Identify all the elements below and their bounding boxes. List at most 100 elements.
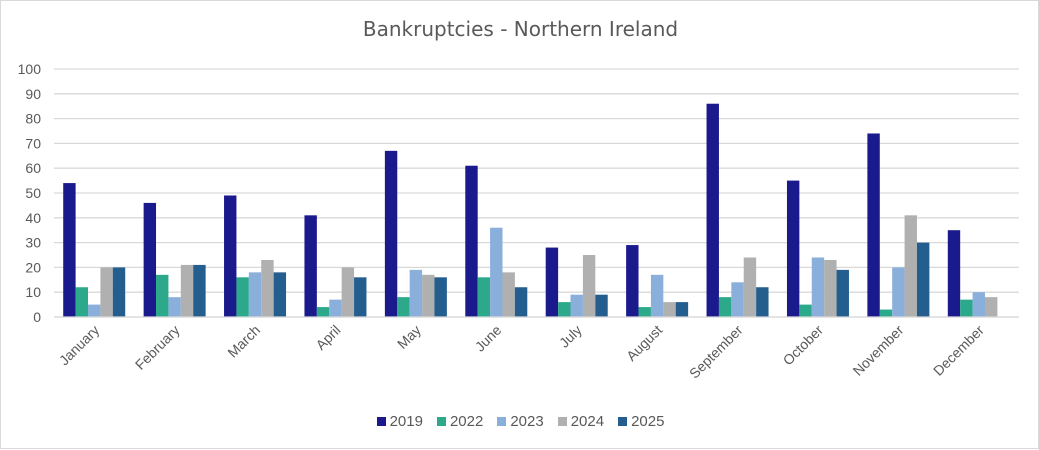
bar-2025-may: [434, 277, 447, 317]
bar-2023-august: [650, 274, 664, 317]
bar-2024-july: [582, 255, 596, 317]
y-tick-label: 0: [33, 309, 41, 325]
bar-2024-february: [180, 264, 194, 317]
bar-2023-february: [168, 297, 181, 317]
x-tick-label: May: [394, 322, 424, 352]
bar-2022-october: [799, 304, 812, 317]
bar-2019-june: [465, 165, 478, 317]
y-tick-label: 40: [25, 210, 41, 226]
bar-2022-august: [638, 307, 651, 317]
y-tick-label: 90: [25, 86, 41, 102]
legend-label: 2024: [570, 413, 605, 430]
x-tick-label: December: [930, 322, 987, 379]
legend-item-2022: 2022: [436, 413, 484, 430]
bar-2025-march: [273, 272, 287, 317]
bar-2024-august: [663, 302, 676, 317]
bar-2019-november: [867, 133, 880, 317]
bar-2022-september: [718, 297, 732, 317]
legend-swatch-icon: [497, 417, 507, 426]
legend-label: 2019: [389, 413, 423, 430]
legend-item-2019: 2019: [376, 413, 423, 430]
bar-2019-january: [63, 183, 76, 317]
bar-2022-january: [75, 287, 89, 317]
bar-2019-august: [626, 245, 639, 317]
y-tick-label: 80: [25, 111, 41, 127]
bar-2023-july: [570, 294, 583, 317]
x-tick-label: January: [56, 322, 103, 369]
bar-2022-february: [156, 274, 169, 317]
bar-2022-december: [960, 299, 973, 317]
bar-2023-march: [248, 272, 262, 317]
bar-2025-august: [675, 302, 689, 317]
bar-2019-october: [786, 180, 800, 317]
bar-2024-march: [261, 259, 274, 317]
bar-2024-december: [984, 297, 998, 317]
bar-2023-september: [731, 282, 744, 317]
bar-2023-december: [972, 292, 985, 317]
x-tick-label: July: [556, 322, 585, 351]
legend-label: 2022: [449, 413, 484, 430]
x-tick-label: September: [686, 322, 746, 382]
chart-legend: 2019 2022 2023 2024 2025: [1, 413, 1039, 430]
x-tick-label: April: [312, 322, 343, 353]
legend-label: 2023: [510, 413, 544, 430]
bar-2019-may: [384, 150, 398, 317]
bar-2019-july: [545, 247, 559, 317]
bar-2025-november: [916, 242, 930, 317]
x-tick-label: March: [224, 322, 263, 361]
bar-2023-october: [811, 257, 825, 317]
bar-2025-february: [193, 264, 206, 317]
legend-item-2023: 2023: [497, 413, 544, 430]
bar-2022-april: [316, 307, 330, 317]
legend-item-2024: 2024: [557, 413, 605, 430]
bar-2022-march: [236, 277, 249, 317]
y-tick-label: 70: [25, 135, 41, 151]
bar-2019-april: [304, 215, 317, 317]
bar-2025-september: [756, 287, 769, 317]
bar-2022-july: [558, 302, 571, 317]
legend-item-2025: 2025: [618, 413, 664, 430]
legend-label: 2025: [631, 413, 665, 430]
y-tick-label: 50: [25, 185, 41, 201]
y-tick-label: 10: [25, 284, 41, 300]
bar-2023-november: [892, 267, 905, 317]
x-tick-label: June: [472, 322, 505, 355]
legend-swatch-icon: [618, 417, 628, 426]
legend-swatch-icon: [557, 417, 567, 426]
bar-2019-february: [143, 202, 157, 317]
bar-2024-april: [341, 267, 355, 317]
x-tick-label: August: [623, 322, 665, 364]
bar-2024-may: [422, 274, 435, 317]
y-tick-label: 100: [18, 61, 42, 77]
bar-2025-january: [112, 267, 126, 317]
y-tick-label: 60: [25, 160, 41, 176]
x-tick-label: February: [132, 322, 183, 373]
bar-2025-april: [354, 277, 367, 317]
legend-swatch-icon: [436, 417, 446, 426]
bar-2023-june: [490, 227, 503, 317]
y-tick-label: 20: [25, 259, 41, 275]
bar-2022-may: [397, 297, 410, 317]
bar-2023-january: [88, 304, 101, 317]
bar-2024-june: [502, 272, 515, 317]
bar-2023-april: [329, 299, 342, 317]
x-tick-label: October: [780, 322, 827, 369]
bar-2023-may: [409, 269, 423, 317]
bar-2024-september: [743, 257, 757, 317]
bar-2025-october: [836, 269, 849, 317]
legend-swatch-icon: [376, 417, 386, 426]
bar-2019-december: [947, 230, 961, 317]
bar-2025-june: [514, 287, 528, 317]
y-tick-label: 30: [25, 235, 41, 251]
bar-2019-march: [224, 195, 237, 317]
bar-2024-october: [824, 259, 837, 317]
bar-2019-september: [706, 103, 719, 317]
bar-2024-november: [904, 215, 917, 317]
x-tick-label: November: [850, 322, 907, 379]
bar-2022-november: [879, 309, 893, 317]
bar-2025-july: [595, 294, 608, 317]
bar-2024-january: [100, 267, 113, 317]
chart-title: Bankruptcies - Northern Ireland: [362, 17, 679, 41]
